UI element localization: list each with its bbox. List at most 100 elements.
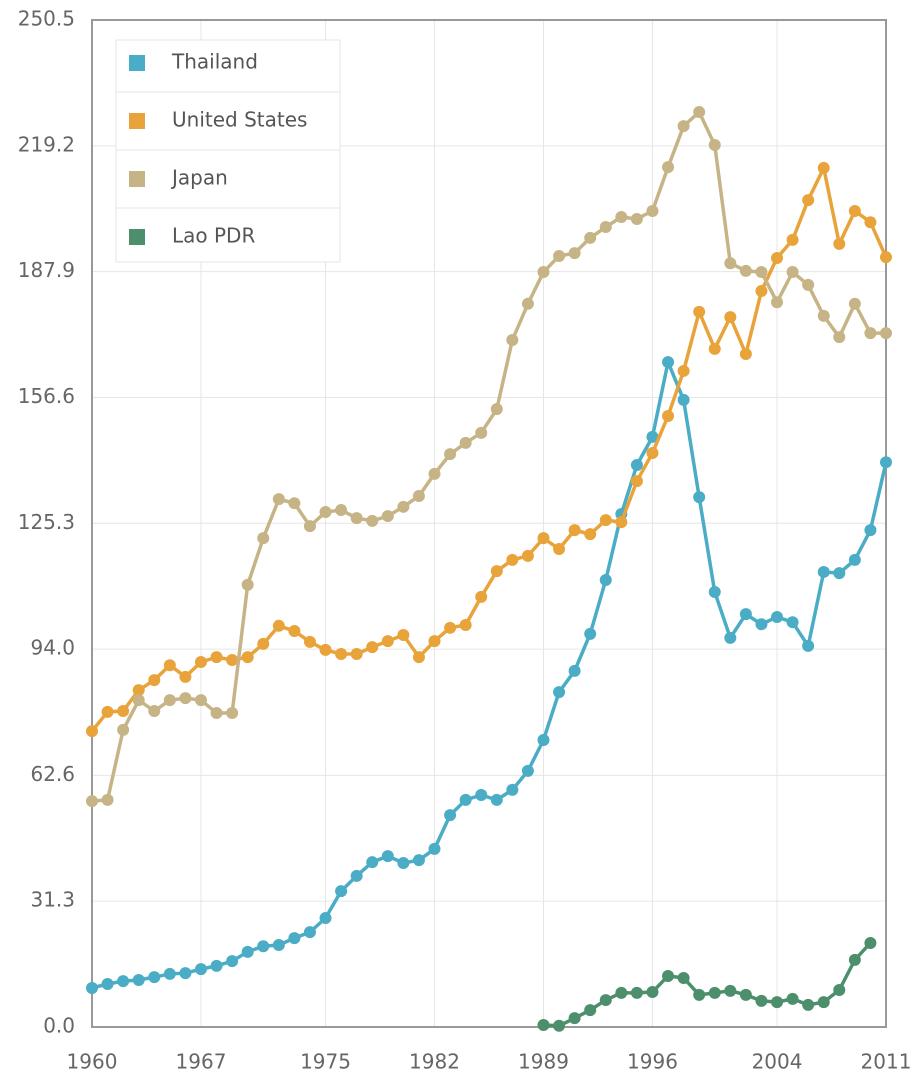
x-tick-label: 2004 — [752, 1050, 803, 1074]
point — [381, 635, 394, 648]
point — [739, 608, 752, 621]
legend: Thailand United States Japan Lao PDR — [115, 39, 341, 263]
y-tick-label: 0.0 — [43, 1014, 75, 1038]
line — [543, 941, 872, 1028]
point — [584, 528, 597, 541]
point — [568, 664, 581, 677]
point — [646, 446, 659, 459]
point — [693, 988, 706, 1001]
point — [521, 297, 534, 310]
point — [739, 988, 752, 1001]
point — [584, 231, 597, 244]
legend-swatch — [127, 111, 147, 131]
point — [101, 793, 114, 806]
point — [132, 684, 145, 697]
point — [848, 297, 861, 310]
point — [599, 221, 612, 234]
series — [86, 106, 892, 808]
point — [241, 945, 254, 958]
point — [693, 305, 706, 318]
y-tick-label: 187.9 — [18, 258, 75, 282]
point — [630, 459, 643, 472]
y-tick-label: 250.5 — [18, 7, 75, 31]
point — [615, 516, 628, 529]
point — [366, 856, 379, 869]
point — [786, 266, 799, 279]
point — [817, 309, 830, 322]
point — [319, 912, 332, 925]
point — [662, 969, 675, 982]
point — [257, 637, 270, 650]
x-tick-label: 1989 — [518, 1050, 569, 1074]
point — [86, 795, 98, 808]
point — [677, 393, 690, 406]
point — [272, 938, 285, 951]
point — [568, 524, 581, 537]
legend-label: Japan — [170, 166, 228, 190]
line — [91, 109, 886, 803]
point — [599, 994, 612, 1007]
point — [132, 694, 145, 707]
legend-swatch — [127, 169, 147, 189]
point — [537, 1018, 550, 1031]
x-tick-label: 1960 — [67, 1050, 118, 1074]
point — [272, 493, 285, 506]
point — [584, 1004, 597, 1017]
y-tick-label: 31.3 — [30, 888, 75, 912]
point — [194, 655, 207, 668]
point — [662, 161, 675, 174]
point — [833, 331, 846, 344]
point — [412, 854, 425, 867]
point — [771, 610, 784, 623]
point — [397, 629, 410, 642]
point — [739, 264, 752, 277]
point — [724, 257, 737, 270]
point — [226, 707, 239, 720]
point — [210, 651, 223, 664]
point — [288, 625, 301, 638]
point — [335, 504, 348, 517]
x-tick-label: 1975 — [300, 1050, 351, 1074]
point — [802, 194, 815, 207]
point — [817, 565, 830, 578]
y-tick-label: 125.3 — [18, 510, 75, 534]
point — [630, 212, 643, 225]
point — [303, 520, 316, 533]
point — [537, 266, 550, 279]
point — [802, 278, 815, 291]
point — [880, 251, 892, 264]
point — [646, 986, 659, 999]
point — [350, 512, 363, 525]
point — [771, 996, 784, 1009]
point — [148, 705, 161, 718]
point — [335, 647, 348, 660]
point — [101, 705, 114, 718]
point — [880, 327, 892, 340]
point — [786, 992, 799, 1005]
point — [864, 216, 877, 229]
point — [444, 621, 457, 634]
point — [459, 793, 472, 806]
point — [490, 565, 503, 578]
point — [584, 627, 597, 640]
point — [553, 543, 566, 556]
point — [132, 973, 145, 986]
point — [163, 694, 176, 707]
point — [848, 953, 861, 966]
point — [786, 233, 799, 246]
point — [210, 707, 223, 720]
y-tick-label: 156.6 — [18, 384, 75, 408]
line — [90, 162, 888, 733]
point — [86, 982, 98, 995]
legend-swatch — [127, 53, 147, 73]
point — [755, 284, 768, 297]
x-tick-label: 1967 — [176, 1050, 227, 1074]
legend-box — [115, 39, 341, 263]
point — [724, 311, 737, 324]
point — [537, 733, 550, 746]
y-tick-label: 62.6 — [30, 762, 75, 786]
point — [179, 670, 192, 683]
point — [428, 467, 441, 480]
point — [677, 364, 690, 377]
point — [708, 139, 721, 152]
